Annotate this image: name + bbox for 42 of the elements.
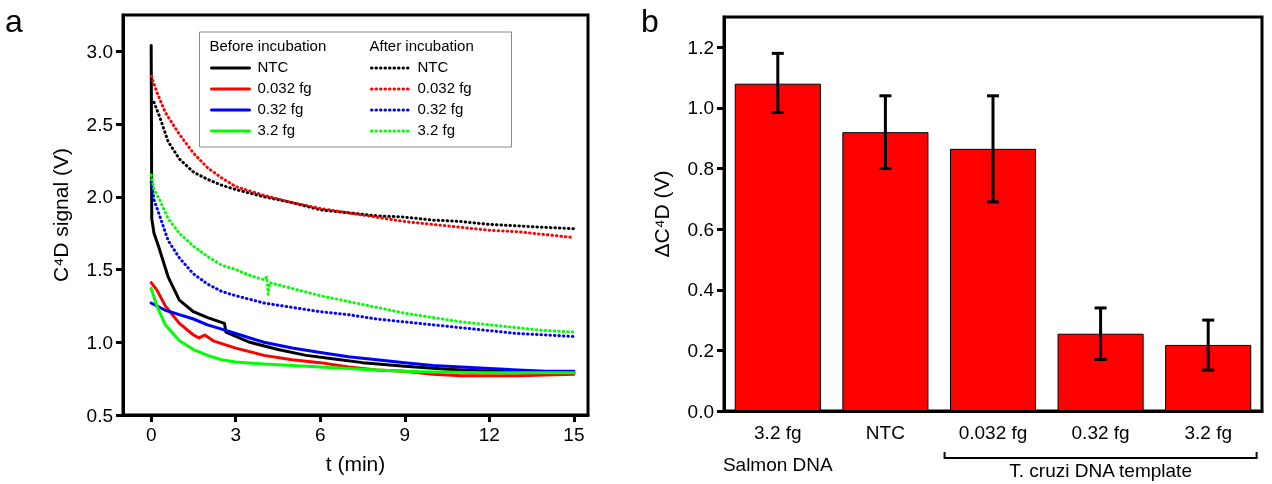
- legend-label: 0.32 fg: [257, 100, 304, 117]
- x-tick-label: 9: [399, 424, 411, 445]
- y-tick-label: 0.0: [687, 400, 714, 422]
- x-tick-label: 6: [314, 424, 326, 445]
- x-tick-label: 0: [145, 424, 157, 445]
- y-tick-label: 1.0: [687, 97, 714, 119]
- y-axis-title: C⁴D signal (V): [49, 148, 72, 282]
- y-tick-label: 0.4: [687, 279, 715, 301]
- chart-title: b: [641, 3, 659, 39]
- legend-label: NTC: [257, 58, 289, 75]
- y-tick-label: 0.8: [687, 158, 714, 180]
- text: T. cruzi DNA template: [1009, 460, 1192, 481]
- y-tick-label: 0.5: [86, 404, 113, 426]
- legend-label: 0.032 fg: [257, 79, 312, 96]
- y-tick-label: 0.2: [687, 339, 714, 361]
- x-tick-label: 0.032 fg: [958, 422, 1028, 443]
- text: Salmon DNA: [722, 454, 834, 475]
- y-tick-label: 1.2: [687, 36, 714, 58]
- legend-label: 0.32 fg: [417, 100, 464, 117]
- x-axis-title: t (min): [325, 452, 386, 475]
- chart-title: a: [5, 3, 23, 39]
- x-tick-label: 0.32 fg: [1071, 422, 1130, 443]
- x-tick-label: 15: [563, 424, 585, 445]
- x-tick-label: 3.2 fg: [1184, 422, 1232, 443]
- y-tick-label: 2.0: [86, 186, 113, 208]
- legend-label: 3.2 fg: [257, 121, 296, 138]
- y-tick-label: 0.6: [687, 218, 714, 240]
- legend-label: NTC: [417, 58, 449, 75]
- y-tick-label: 2.5: [86, 113, 113, 135]
- legend-label: 0.032 fg: [417, 79, 472, 96]
- annotation: After incubation: [369, 37, 474, 54]
- legend-label: 3.2 fg: [417, 121, 456, 138]
- x-tick-label: NTC: [865, 422, 905, 443]
- y-tick-label: 1.0: [86, 331, 113, 353]
- y-axis-title: ΔC⁴D (V): [650, 170, 673, 258]
- line-series: [149, 301, 576, 373]
- x-tick-label: 3: [230, 424, 242, 445]
- y-tick-label: 3.0: [86, 40, 113, 62]
- annotation: Before incubation: [209, 37, 327, 54]
- x-tick-label: 12: [478, 424, 500, 445]
- x-tick-label: 3.2 fg: [754, 422, 802, 443]
- y-tick-label: 1.5: [86, 259, 113, 281]
